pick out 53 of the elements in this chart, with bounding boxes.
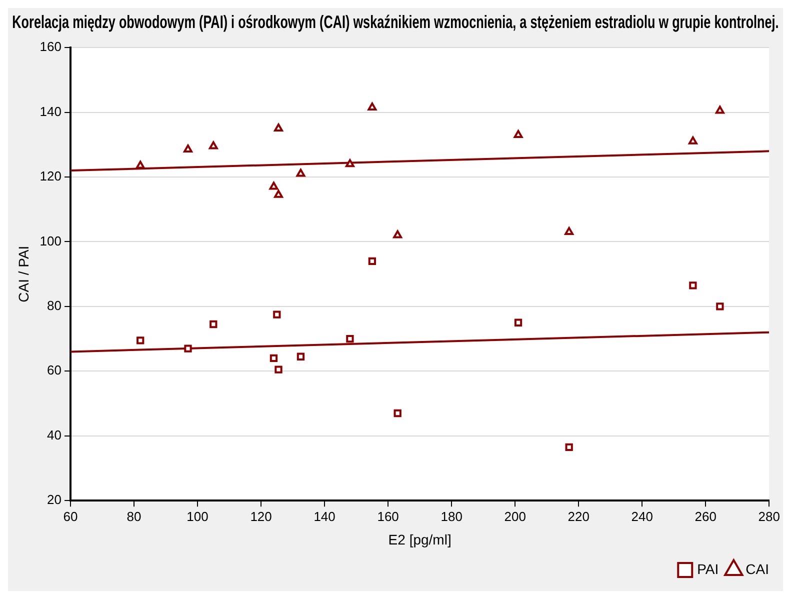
point	[274, 123, 283, 132]
point	[514, 318, 522, 326]
y-tick-label: 20	[47, 492, 62, 508]
point	[274, 190, 283, 198]
y-tick-label: 40	[47, 427, 62, 442]
point	[273, 310, 281, 318]
y-tick-label: 160	[40, 39, 62, 54]
x-tick-label: 120	[250, 508, 272, 524]
x-tick-label: 60	[63, 508, 78, 524]
point	[274, 366, 282, 374]
x-tick-label: 220	[568, 508, 590, 524]
x-axis-title: E2 [pg/ml]	[388, 531, 452, 548]
point	[296, 352, 305, 360]
point	[345, 159, 354, 168]
point	[689, 282, 697, 290]
x-tick-label: 80	[126, 508, 142, 524]
point	[393, 230, 402, 238]
x-tick-label: 100	[186, 508, 208, 524]
y-tick-label: 60	[47, 362, 62, 378]
y-tick-label: 80	[47, 298, 62, 314]
y-tick-label: 140	[40, 104, 62, 119]
point	[184, 144, 192, 153]
y-tick-label: 100	[40, 233, 62, 248]
point	[346, 334, 354, 343]
point	[564, 227, 574, 236]
x-tick-label: 280	[758, 508, 780, 524]
point	[136, 336, 144, 344]
point	[565, 443, 573, 452]
x-tick-label: 140	[314, 508, 336, 524]
point	[208, 141, 218, 150]
point	[368, 257, 376, 265]
x-tick-label: 240	[631, 508, 653, 524]
point	[394, 409, 402, 418]
point	[688, 136, 698, 144]
legend-label: CAI	[746, 560, 770, 577]
point	[269, 182, 278, 190]
point	[368, 102, 377, 110]
point	[136, 160, 145, 169]
chart-title: Korelacja między obwodowym (PAI) i ośrodkowym (CAI) wskaźnikiem wzmocnienia, a stężeniem estradiolu w grupie kontrolnej.	[12, 12, 779, 32]
y-axis-title: CAI / PAI	[15, 246, 32, 302]
x-tick-label: 180	[440, 508, 462, 524]
x-tick-label: 160	[377, 508, 399, 524]
point	[715, 106, 724, 114]
legend-label: PAI	[697, 560, 719, 577]
x-tick-label: 260	[694, 508, 716, 524]
point	[270, 354, 278, 362]
point	[514, 130, 523, 138]
point	[184, 344, 192, 352]
point	[210, 320, 218, 328]
point	[296, 168, 306, 177]
y-tick-label: 120	[40, 168, 62, 184]
x-tick-label: 200	[504, 508, 526, 524]
point	[716, 302, 724, 310]
